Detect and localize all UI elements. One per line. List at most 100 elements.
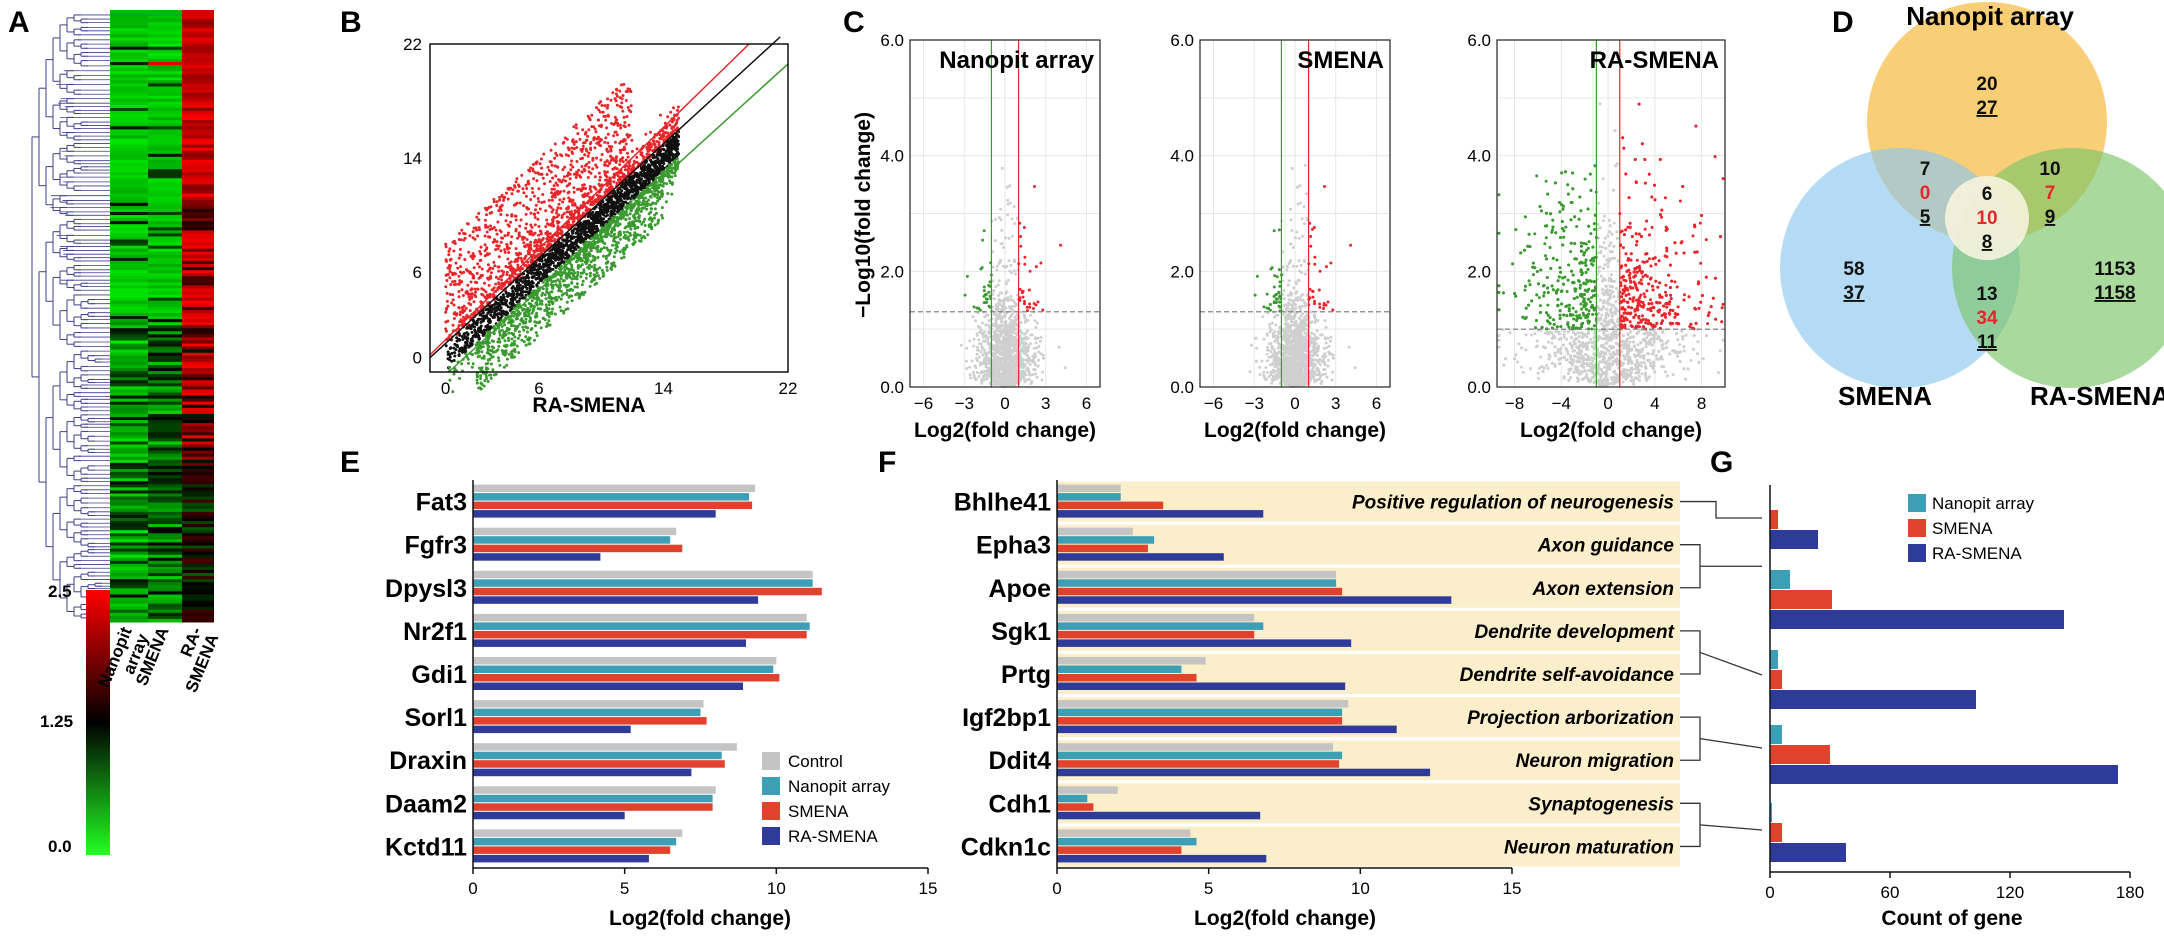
heatmap-cell xyxy=(148,509,182,513)
scatter-point xyxy=(520,174,523,177)
heatmap-cell xyxy=(182,365,214,369)
scatter-point xyxy=(575,127,578,130)
heatmap-cell xyxy=(182,408,214,412)
heatmap-cell xyxy=(148,469,182,473)
scatter-point xyxy=(583,254,586,257)
scatter-point xyxy=(471,366,474,369)
scatter-point xyxy=(556,222,559,225)
scatter-point xyxy=(558,198,561,201)
heatmap-cell xyxy=(110,108,148,112)
scatter-point xyxy=(494,301,497,304)
scatter-point xyxy=(657,219,660,222)
scatter-point xyxy=(457,306,460,309)
scatter-point xyxy=(594,175,597,178)
scatter-point xyxy=(624,138,627,141)
heatmap-cell xyxy=(148,380,182,384)
heatmap-cell xyxy=(148,616,182,620)
heatmap-cell xyxy=(110,258,148,262)
heatmap-cell xyxy=(182,356,214,360)
scatter-point xyxy=(444,285,447,288)
heatmap-cell xyxy=(182,249,214,253)
heatmap-cell xyxy=(148,28,182,32)
heatmap-cell xyxy=(148,181,182,185)
heatmap-cell xyxy=(182,50,214,54)
scatter-point xyxy=(491,368,494,371)
heatmap-cell xyxy=(110,546,148,550)
scatter-point xyxy=(525,255,528,258)
scatter-point xyxy=(550,223,553,226)
heatmap-cell xyxy=(148,224,182,228)
scatter-point xyxy=(550,206,553,209)
scatter-point xyxy=(605,148,608,151)
heatmap-cell xyxy=(110,393,148,397)
heatmap-cell xyxy=(148,135,182,139)
scatter-point xyxy=(565,243,568,246)
heatmap-cell xyxy=(182,546,214,550)
scatter-point xyxy=(612,195,615,198)
scatter-point xyxy=(598,172,601,175)
scatter-point xyxy=(480,293,483,296)
scatter-point xyxy=(580,241,583,244)
heatmap-cell xyxy=(148,163,182,167)
heatmap-cell xyxy=(182,472,214,476)
heatmap-cell xyxy=(148,350,182,354)
scatter-point xyxy=(486,312,489,315)
scatter-point xyxy=(670,154,673,157)
heatmap-cell xyxy=(110,270,148,274)
scatter-point xyxy=(453,343,456,346)
heatmap-cell xyxy=(110,539,148,543)
heatmap-cell xyxy=(148,56,182,60)
heatmap-cell xyxy=(148,585,182,589)
scatter-point xyxy=(632,165,635,168)
scatter-point xyxy=(478,265,481,268)
heatmap-cell xyxy=(110,44,148,48)
heatmap-cell xyxy=(110,448,148,452)
heatmap-cell xyxy=(110,619,148,623)
scatter-point xyxy=(475,216,478,219)
heatmap-cell xyxy=(110,132,148,136)
scatter-point xyxy=(565,240,568,243)
heatmap-cell xyxy=(182,240,214,244)
scatter-point xyxy=(503,248,506,251)
scatter-point xyxy=(451,390,454,393)
scatter-point xyxy=(671,172,674,175)
scatter-point xyxy=(666,132,669,135)
heatmap-cell xyxy=(110,402,148,406)
heatmap-cell xyxy=(110,542,148,546)
heatmap-cell xyxy=(148,31,182,35)
scatter-point xyxy=(519,202,522,205)
scatter-point xyxy=(537,187,540,190)
scatter-point xyxy=(594,198,597,201)
scatter-point xyxy=(677,140,680,143)
heatmap-cell xyxy=(148,454,182,458)
panel-label-f: F xyxy=(878,446,896,479)
heatmap-cell xyxy=(182,221,214,225)
scatter-point xyxy=(479,374,482,377)
scatter-point xyxy=(588,161,591,164)
scatter-point xyxy=(494,283,497,286)
scatter-point xyxy=(625,99,628,102)
heatmap-cell xyxy=(182,10,214,14)
heatmap-cell xyxy=(182,96,214,100)
scatter-point xyxy=(476,235,479,238)
heatmap-cell xyxy=(110,282,148,286)
scatter-point xyxy=(642,169,645,172)
scatter-point xyxy=(616,167,619,170)
scatter-point xyxy=(620,257,623,260)
heatmap-cell xyxy=(110,328,148,332)
heatmap-cell xyxy=(182,389,214,393)
scatter-point xyxy=(655,140,658,143)
heatmap-cell xyxy=(110,362,148,366)
scatter-point xyxy=(567,171,570,174)
scatter-point xyxy=(565,153,568,156)
scatter-point xyxy=(607,164,610,167)
scatter-point xyxy=(453,272,456,275)
heatmap-cell xyxy=(148,80,182,84)
scatter-point xyxy=(539,230,542,233)
scatter-point xyxy=(599,176,602,179)
heatmap-cell xyxy=(110,175,148,179)
heatmap-cell xyxy=(148,62,182,66)
scatter-point xyxy=(465,307,468,310)
scatter-point xyxy=(506,258,509,261)
scatter-point xyxy=(559,207,562,210)
